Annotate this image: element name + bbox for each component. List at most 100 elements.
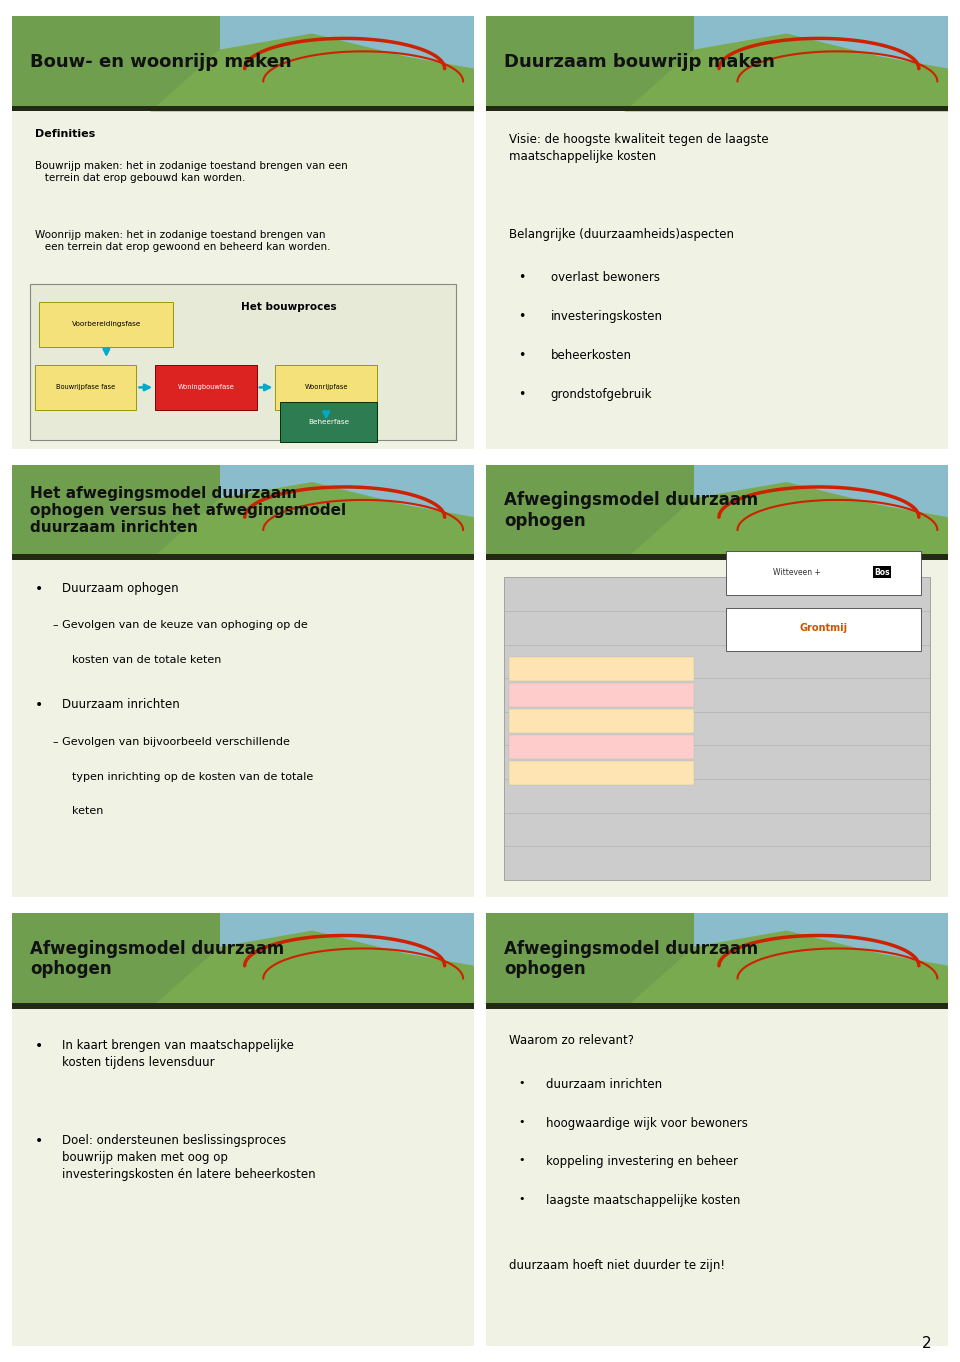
Text: •: • — [518, 349, 525, 362]
Text: keten: keten — [72, 806, 103, 816]
FancyBboxPatch shape — [486, 112, 948, 448]
Text: Belangrijke (duurzaamheids)aspecten: Belangrijke (duurzaamheids)aspecten — [509, 227, 733, 241]
FancyBboxPatch shape — [486, 1002, 948, 1008]
Text: duurzaam hoeft niet duurder te zijn!: duurzaam hoeft niet duurder te zijn! — [509, 1260, 725, 1272]
FancyBboxPatch shape — [486, 464, 694, 560]
FancyBboxPatch shape — [509, 658, 694, 681]
Text: – Gevolgen van de keuze van ophoging op de: – Gevolgen van de keuze van ophoging op … — [53, 621, 308, 631]
Text: •: • — [518, 1155, 525, 1166]
Text: grondstofgebruik: grondstofgebruik — [550, 388, 652, 400]
Text: •: • — [518, 388, 525, 400]
FancyBboxPatch shape — [12, 914, 474, 1346]
FancyBboxPatch shape — [509, 761, 694, 785]
FancyBboxPatch shape — [486, 16, 694, 112]
FancyBboxPatch shape — [155, 365, 256, 410]
Text: Afwegingsmodel duurzaam
ophogen: Afwegingsmodel duurzaam ophogen — [504, 492, 758, 530]
Polygon shape — [625, 34, 948, 112]
Text: Duurzaam inrichten: Duurzaam inrichten — [62, 699, 180, 711]
Text: Woonrijp maken: het in zodanige toestand brengen van
   een terrein dat erop gew: Woonrijp maken: het in zodanige toestand… — [35, 230, 330, 252]
FancyBboxPatch shape — [486, 1008, 948, 1346]
FancyBboxPatch shape — [12, 560, 474, 898]
FancyBboxPatch shape — [509, 710, 694, 733]
FancyBboxPatch shape — [39, 301, 174, 347]
Text: 2: 2 — [922, 1336, 931, 1351]
Text: duurzaam inrichten: duurzaam inrichten — [546, 1077, 662, 1091]
FancyBboxPatch shape — [504, 577, 930, 880]
Text: •: • — [35, 699, 43, 712]
FancyBboxPatch shape — [486, 464, 948, 560]
Text: Grontmij: Grontmij — [800, 624, 848, 633]
FancyBboxPatch shape — [12, 16, 474, 448]
FancyBboxPatch shape — [486, 464, 948, 898]
Text: overlast bewoners: overlast bewoners — [550, 271, 660, 285]
Text: •: • — [518, 271, 525, 285]
Text: typen inrichting op de kosten van de totale: typen inrichting op de kosten van de tot… — [72, 772, 313, 782]
FancyBboxPatch shape — [30, 285, 456, 440]
FancyBboxPatch shape — [12, 16, 220, 112]
FancyBboxPatch shape — [35, 365, 136, 410]
Text: koppeling investering en beheer: koppeling investering en beheer — [546, 1155, 738, 1169]
Text: Afwegingsmodel duurzaam
ophogen: Afwegingsmodel duurzaam ophogen — [504, 940, 758, 978]
FancyBboxPatch shape — [486, 16, 948, 448]
FancyBboxPatch shape — [12, 464, 474, 560]
FancyBboxPatch shape — [280, 402, 377, 443]
FancyBboxPatch shape — [486, 560, 948, 898]
Text: Duurzaam bouwrijp maken: Duurzaam bouwrijp maken — [504, 53, 775, 71]
FancyBboxPatch shape — [12, 106, 474, 112]
Text: Visie: de hoogste kwaliteit tegen de laagste
maatschappelijke kosten: Visie: de hoogste kwaliteit tegen de laa… — [509, 133, 769, 163]
Text: •: • — [518, 1077, 525, 1088]
Text: •: • — [518, 1117, 525, 1126]
FancyBboxPatch shape — [486, 106, 948, 112]
Text: •: • — [518, 1194, 525, 1204]
FancyBboxPatch shape — [12, 464, 220, 560]
Polygon shape — [151, 930, 474, 1008]
FancyBboxPatch shape — [12, 112, 474, 448]
FancyBboxPatch shape — [486, 554, 948, 560]
FancyBboxPatch shape — [486, 914, 948, 1346]
Text: •: • — [518, 311, 525, 323]
Text: Witteveen +: Witteveen + — [773, 568, 821, 576]
FancyBboxPatch shape — [509, 684, 694, 707]
FancyBboxPatch shape — [727, 552, 921, 595]
Text: beheerkosten: beheerkosten — [550, 349, 632, 362]
Text: – Gevolgen van bijvoorbeeld verschillende: – Gevolgen van bijvoorbeeld verschillend… — [53, 737, 290, 748]
Text: Bos: Bos — [875, 568, 890, 576]
FancyBboxPatch shape — [12, 16, 474, 112]
Text: In kaart brengen van maatschappelijke
kosten tijdens levensduur: In kaart brengen van maatschappelijke ko… — [62, 1039, 295, 1069]
Text: Definities: Definities — [35, 129, 95, 139]
Text: Afwegingsmodel duurzaam
ophogen: Afwegingsmodel duurzaam ophogen — [30, 940, 284, 978]
Text: Het afwegingsmodel duurzaam
ophogen versus het afwegingsmodel
duurzaam inrichten: Het afwegingsmodel duurzaam ophogen vers… — [30, 486, 347, 535]
FancyBboxPatch shape — [276, 365, 377, 410]
Text: Woonrijpfase: Woonrijpfase — [304, 384, 348, 391]
Text: •: • — [35, 582, 43, 595]
Polygon shape — [625, 930, 948, 1008]
Text: Bouwrijp maken: het in zodanige toestand brengen van een
   terrein dat erop geb: Bouwrijp maken: het in zodanige toestand… — [35, 161, 348, 183]
FancyBboxPatch shape — [12, 464, 474, 898]
FancyBboxPatch shape — [12, 554, 474, 560]
Text: Woningbouwfase: Woningbouwfase — [178, 384, 234, 391]
FancyBboxPatch shape — [486, 914, 694, 1008]
Text: Het bouwproces: Het bouwproces — [241, 301, 337, 312]
FancyBboxPatch shape — [12, 1008, 474, 1346]
Polygon shape — [151, 482, 474, 560]
Text: Waarom zo relevant?: Waarom zo relevant? — [509, 1035, 634, 1047]
Text: Voorbereidingsfase: Voorbereidingsfase — [72, 321, 141, 327]
Text: Bouwrijpfase fase: Bouwrijpfase fase — [56, 384, 115, 391]
FancyBboxPatch shape — [509, 735, 694, 759]
Text: •: • — [35, 1135, 43, 1148]
Text: Beheerfase: Beheerfase — [308, 419, 349, 425]
Text: Doel: ondersteunen beslissingsproces
bouwrijp maken met oog op
investeringskoste: Doel: ondersteunen beslissingsproces bou… — [62, 1135, 316, 1181]
FancyBboxPatch shape — [486, 16, 948, 112]
FancyBboxPatch shape — [12, 1002, 474, 1008]
Text: hoogwaardige wijk voor bewoners: hoogwaardige wijk voor bewoners — [546, 1117, 748, 1129]
Text: Bouw- en woonrijp maken: Bouw- en woonrijp maken — [30, 53, 292, 71]
Polygon shape — [625, 482, 948, 560]
FancyBboxPatch shape — [486, 914, 948, 1008]
FancyBboxPatch shape — [727, 607, 921, 651]
Text: •: • — [35, 1039, 43, 1053]
FancyBboxPatch shape — [12, 914, 220, 1008]
Text: Duurzaam ophogen: Duurzaam ophogen — [62, 582, 180, 595]
Text: Bos: Bos — [875, 568, 890, 576]
Text: laagste maatschappelijke kosten: laagste maatschappelijke kosten — [546, 1194, 740, 1207]
Text: investeringskosten: investeringskosten — [550, 311, 662, 323]
